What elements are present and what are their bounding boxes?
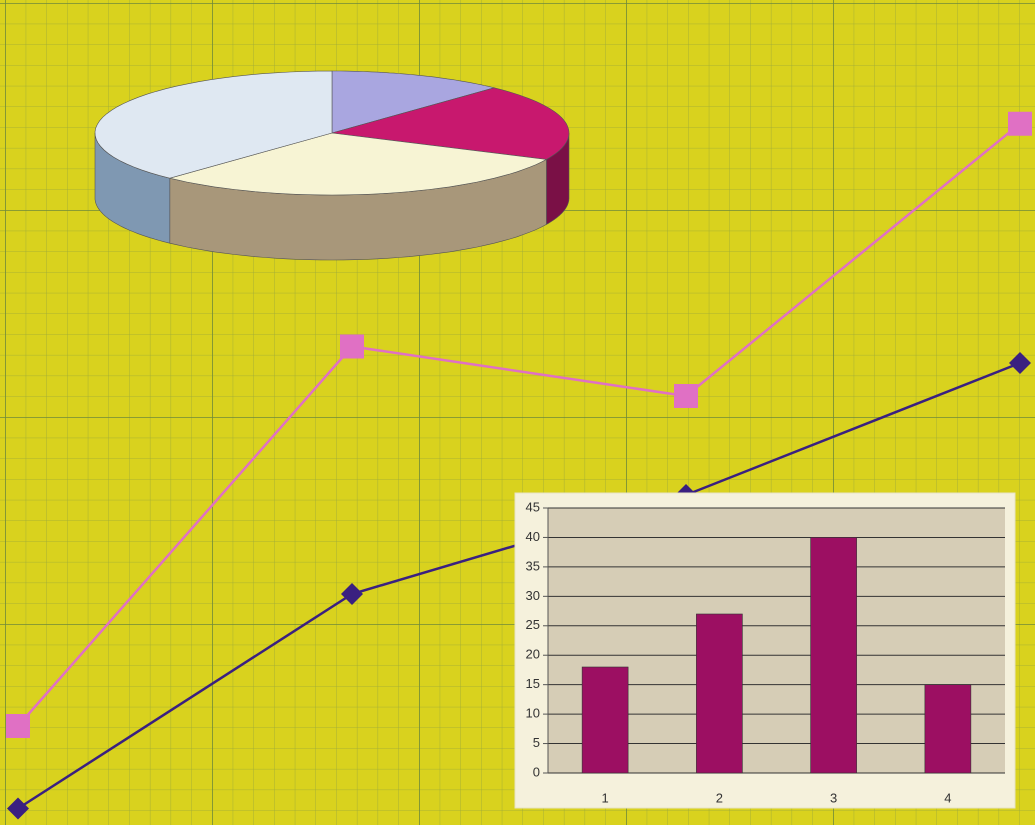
y-tick-label: 0 [533,764,540,779]
line-marker [1009,352,1031,374]
line-marker [674,384,698,408]
x-tick-label: 2 [716,790,723,805]
y-tick-label: 10 [526,706,540,721]
y-tick-label: 25 [526,617,540,632]
line-marker [6,714,30,738]
y-tick-label: 35 [526,558,540,573]
bar [924,684,972,774]
y-tick-label: 30 [526,588,540,603]
y-tick-label: 45 [526,499,540,514]
line-marker [341,583,363,605]
line-marker [1008,111,1032,136]
x-tick-label: 4 [944,790,951,805]
y-tick-label: 5 [533,735,540,750]
pie-slice [331,87,570,160]
x-tick-label: 3 [830,790,837,805]
line-marker [340,334,364,359]
pie-slice [169,132,548,196]
bar [810,537,857,774]
pie-chart [94,70,570,261]
y-tick-label: 15 [526,676,540,691]
bar [696,613,743,774]
bar [581,666,629,774]
line-series [17,122,1021,727]
bar-chart: 0 5 10 15 20 25 30 35 40 45 1 2 3 4 [514,492,1016,809]
y-tick-label: 20 [526,647,540,662]
pie-slice [94,70,333,179]
pie-slice [331,70,496,134]
x-tick-label: 1 [602,790,609,805]
y-tick-label: 40 [526,529,540,544]
line-marker [7,797,29,820]
